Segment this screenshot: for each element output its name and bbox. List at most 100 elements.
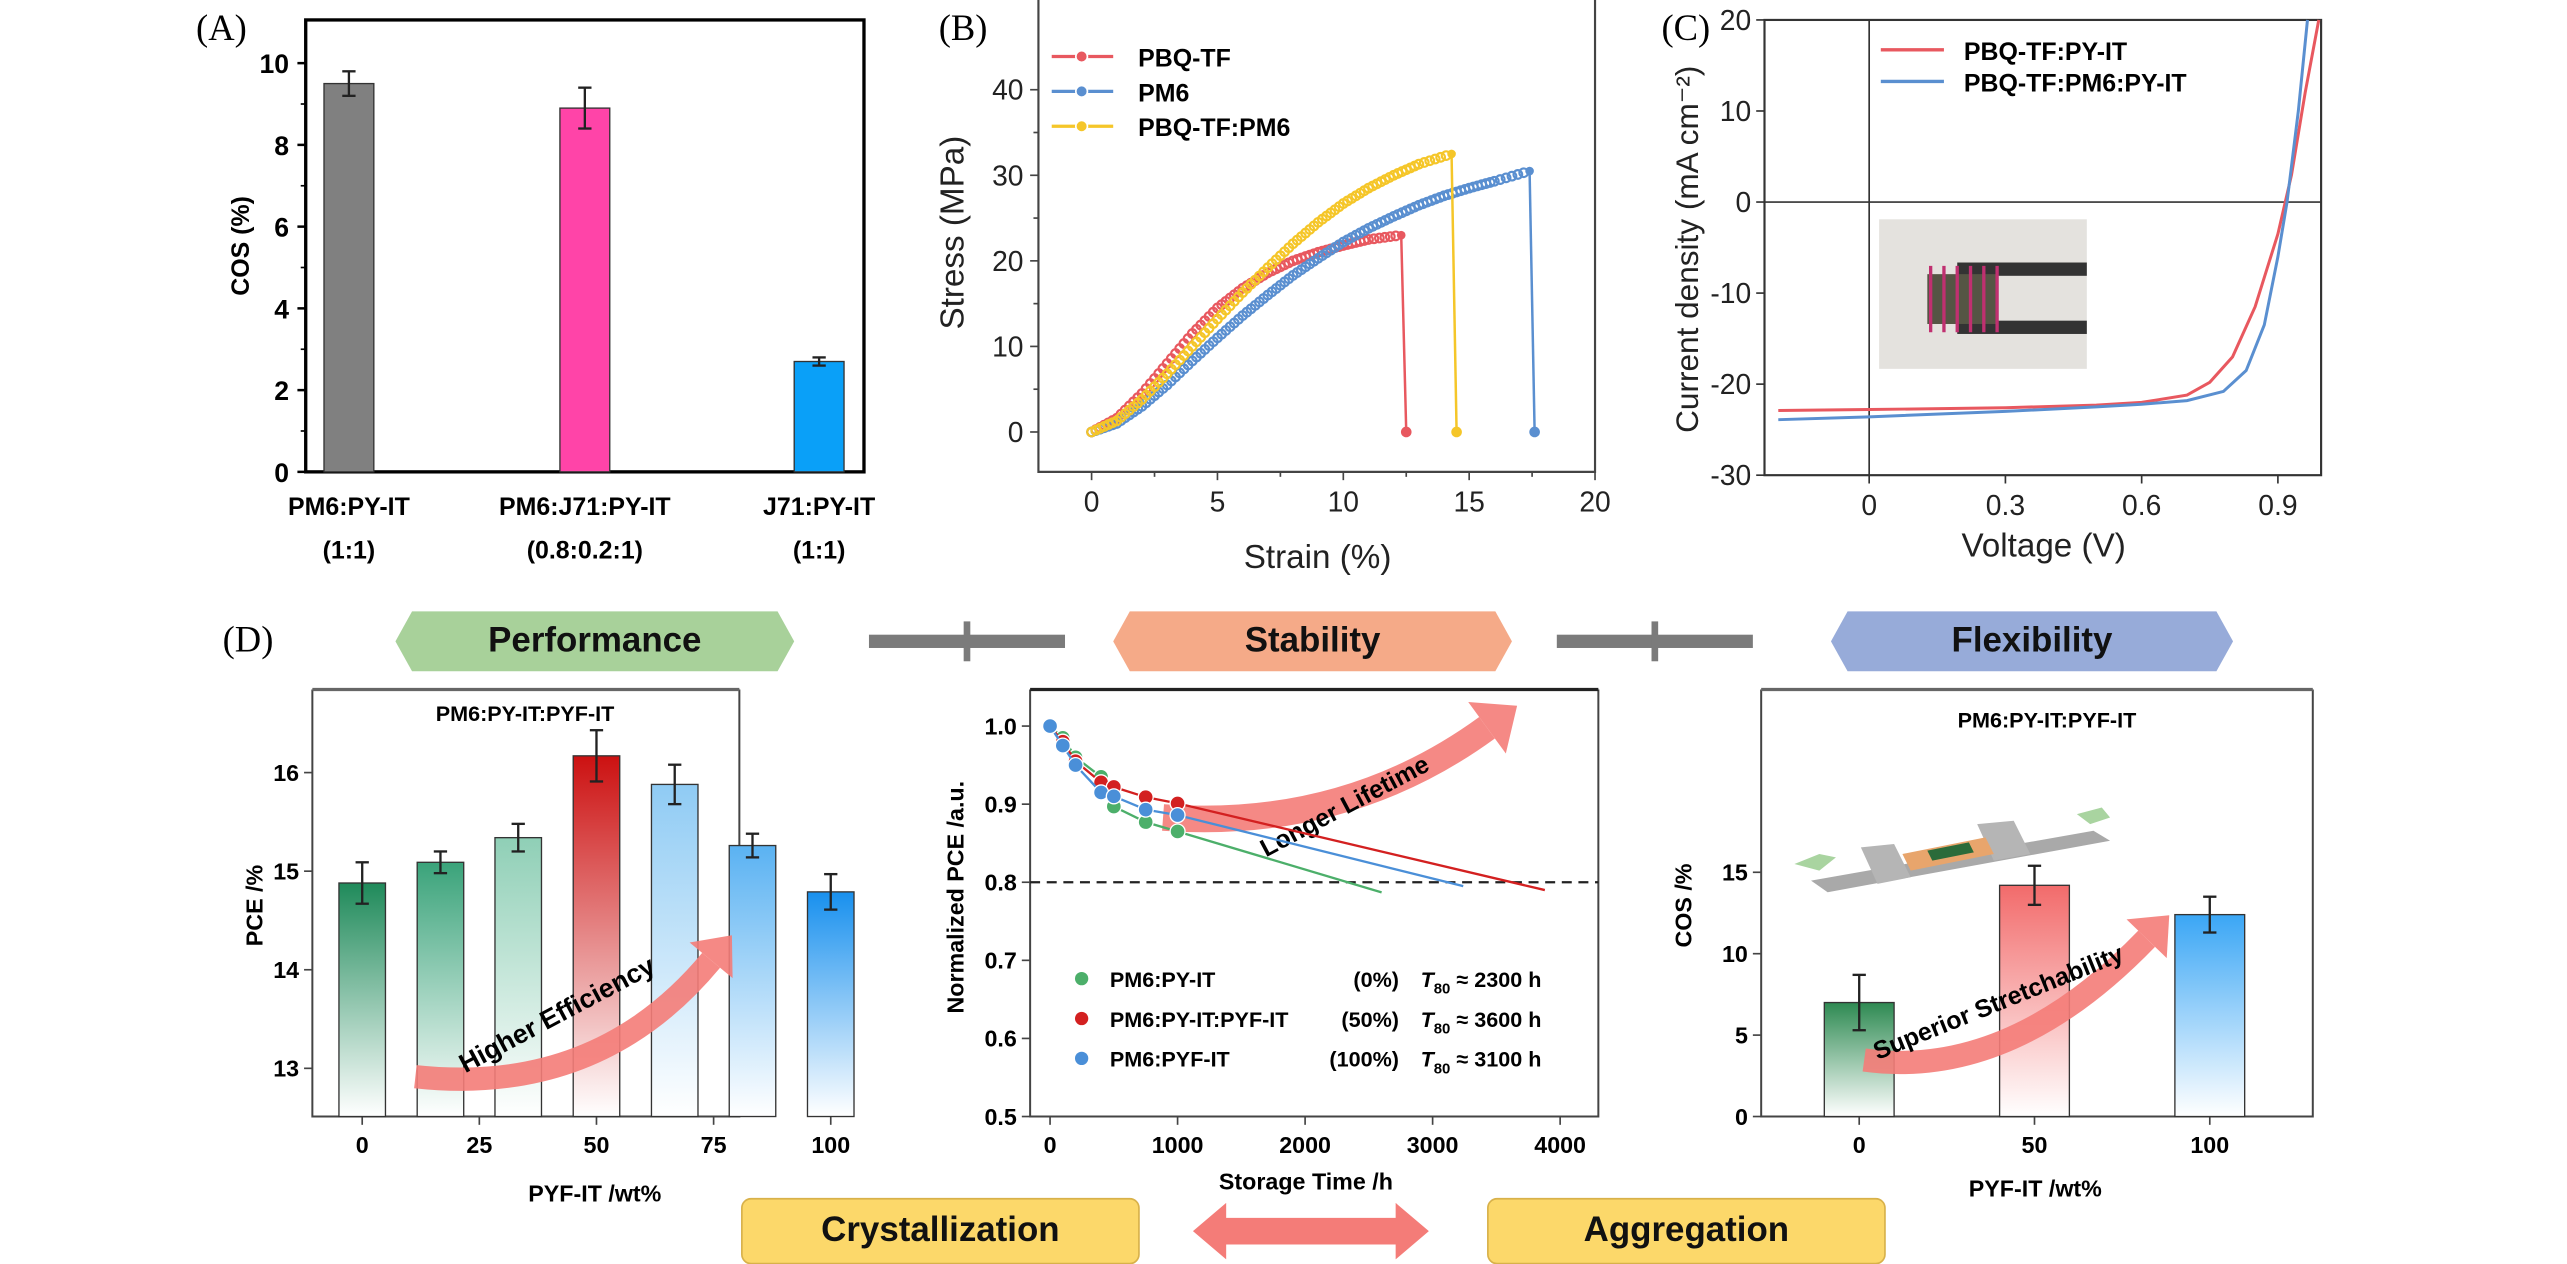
y-tick-label: 0.7 bbox=[985, 948, 1017, 974]
x-tick-label: 4000 bbox=[1534, 1132, 1586, 1158]
data-point bbox=[1169, 823, 1186, 840]
data-point bbox=[1054, 737, 1071, 754]
y-tick-label: 1.0 bbox=[985, 713, 1017, 739]
x-axis-label: Voltage (V) bbox=[1961, 528, 2125, 565]
legend-t80: T80 ≈ 3100 h bbox=[1421, 1047, 1542, 1078]
x-tick-label: 50 bbox=[584, 1132, 610, 1158]
x-tick-label: 100 bbox=[2190, 1132, 2229, 1158]
legend-label: PM6:PY-IT:PYF-IT bbox=[1110, 1007, 1289, 1032]
data-point bbox=[1363, 234, 1374, 245]
data-point bbox=[1500, 172, 1512, 184]
y-tick-label: 30 bbox=[992, 159, 1023, 191]
efficiency-arrow-shaft bbox=[414, 952, 721, 1091]
x-tick-label: 2000 bbox=[1279, 1132, 1331, 1158]
x-tick-label: 0.9 bbox=[2258, 489, 2297, 521]
x-axis-label: PYF-IT /wt% bbox=[528, 1180, 661, 1206]
panel-label-a: (A) bbox=[196, 6, 247, 49]
data-point bbox=[1379, 231, 1391, 243]
x-category-label: J71:PY-IT bbox=[763, 493, 875, 521]
x-tick-label: 0 bbox=[356, 1132, 369, 1158]
y-tick-label: 4 bbox=[274, 294, 289, 324]
legend-label: PBQ-TF:PM6 bbox=[1138, 114, 1290, 142]
plot-frame bbox=[1037, 0, 1597, 473]
y-tick-label: 2 bbox=[274, 376, 289, 406]
x-tick-label: 0.3 bbox=[1986, 489, 2025, 521]
pill-crystallization: Crystallization bbox=[741, 1197, 1140, 1264]
x-axis-label: Strain (%) bbox=[1244, 539, 1392, 576]
stretch-arrow-right-icon bbox=[2076, 807, 2111, 825]
banner-stability: Stability bbox=[1244, 621, 1381, 660]
y-tick-label: 0.9 bbox=[985, 791, 1017, 817]
connector-tick-2 bbox=[1651, 621, 1659, 662]
x-axis-label: PYF-IT /wt% bbox=[1969, 1175, 2102, 1201]
banner-flexibility-shape bbox=[1830, 611, 2234, 672]
data-point bbox=[1494, 174, 1506, 185]
chart-b-stress-strain: 0 5 10 15 20 0 10 20 30 40 Strain (%) Stress (MPa) P… bbox=[935, 0, 1611, 576]
x-tick-label: 0 bbox=[1861, 489, 1877, 521]
legend-marker bbox=[1074, 1051, 1089, 1066]
data-point bbox=[1396, 230, 1406, 240]
banner-performance: Performance bbox=[488, 621, 702, 660]
y-tick-label: 13 bbox=[273, 1056, 299, 1082]
data-point bbox=[1373, 232, 1385, 244]
y-axis-label: COS /% bbox=[1670, 863, 1696, 947]
panel-label-c: (C) bbox=[1661, 6, 1711, 49]
data-point bbox=[1368, 233, 1380, 245]
legend-marker bbox=[1074, 49, 1089, 64]
legend-t80: T80 ≈ 2300 h bbox=[1421, 967, 1542, 998]
banner-performance-shape bbox=[395, 611, 795, 672]
legend-label: PBQ-TF bbox=[1138, 44, 1231, 72]
y-tick-label: 0.6 bbox=[985, 1026, 1017, 1052]
data-point bbox=[1413, 158, 1425, 170]
x-tick-label: 0 bbox=[1853, 1132, 1866, 1158]
bar bbox=[2174, 913, 2246, 1118]
x-category-label: PM6:PY-IT bbox=[288, 493, 410, 521]
panel-label-d: (D) bbox=[222, 618, 274, 660]
x-tick-label: 20 bbox=[1579, 486, 1610, 518]
legend-label: PM6:PY-IT bbox=[1110, 967, 1216, 992]
data-point bbox=[1067, 756, 1084, 774]
data-point bbox=[1169, 806, 1186, 824]
x-tick-label: 100 bbox=[811, 1132, 850, 1158]
chart-d-stability: 0 1000 2000 3000 4000 0.5 0.6 0.7 0.8 0.9 1.0 Stora… bbox=[943, 687, 1600, 1195]
legend-label: PM6:PYF-IT bbox=[1110, 1047, 1230, 1072]
fracture-line bbox=[1450, 153, 1458, 433]
chart-c-jv-curve: 0 0.3 0.6 0.9 -30 -20 -10 0 10 20 Voltage (V) Curre… bbox=[1669, 4, 2323, 565]
y-tick-label: 0.5 bbox=[985, 1104, 1017, 1130]
y-tick-label: 0 bbox=[1735, 1104, 1748, 1130]
chart-title: PM6:PY-IT:PYF-IT bbox=[1958, 708, 2137, 733]
x-tick-label: 0 bbox=[1044, 1132, 1057, 1158]
data-point bbox=[1137, 801, 1154, 818]
data-point bbox=[1041, 717, 1059, 735]
stretch-device-illustration bbox=[1794, 807, 2111, 893]
data-point bbox=[1506, 170, 1518, 182]
legend-marker bbox=[1074, 119, 1089, 133]
chart-a-cos-bar: 0 2 4 6 8 10 COS (%) PM6:PY-IT (1:1) PM6:J71:PY-I… bbox=[227, 18, 875, 564]
inset-holder-top bbox=[1957, 262, 2087, 276]
panel-label-b: (B) bbox=[938, 6, 988, 49]
x-tick-label: 75 bbox=[701, 1132, 727, 1158]
stretch-arrow-shaft bbox=[1862, 930, 2156, 1075]
bar bbox=[806, 891, 855, 1118]
y-tick-label: 5 bbox=[1735, 1022, 1748, 1048]
y-tick-label: 8 bbox=[274, 131, 289, 161]
legend-ratio: (100%) bbox=[1329, 1047, 1399, 1072]
y-tick-label: -20 bbox=[1710, 368, 1751, 400]
legend-ratio: (50%) bbox=[1341, 1007, 1399, 1032]
legend-t80: T80 ≈ 3600 h bbox=[1421, 1007, 1542, 1038]
y-tick-label: 14 bbox=[273, 957, 299, 983]
banner-flexibility: Flexibility bbox=[1951, 621, 2113, 660]
double-arrow-icon bbox=[1192, 1202, 1429, 1260]
bar bbox=[338, 882, 387, 1118]
fracture-point bbox=[1400, 426, 1412, 438]
x-axis-label: Storage Time /h bbox=[1219, 1169, 1393, 1195]
fracture-point bbox=[1529, 426, 1540, 438]
y-tick-label: 10 bbox=[992, 330, 1023, 362]
plot-frame bbox=[1029, 689, 1600, 1118]
chart-d-performance: 0 25 50 75 100 13 14 15 16 PM6:PY-IT:PYF-IT PYF-IT… bbox=[242, 687, 855, 1206]
data-point bbox=[1435, 151, 1447, 163]
x-tick-label: 10 bbox=[1328, 486, 1359, 518]
stretch-arrow-head bbox=[2126, 915, 2170, 959]
legend-marker bbox=[1074, 971, 1089, 986]
chart-title: PM6:PY-IT:PYF-IT bbox=[436, 701, 615, 726]
